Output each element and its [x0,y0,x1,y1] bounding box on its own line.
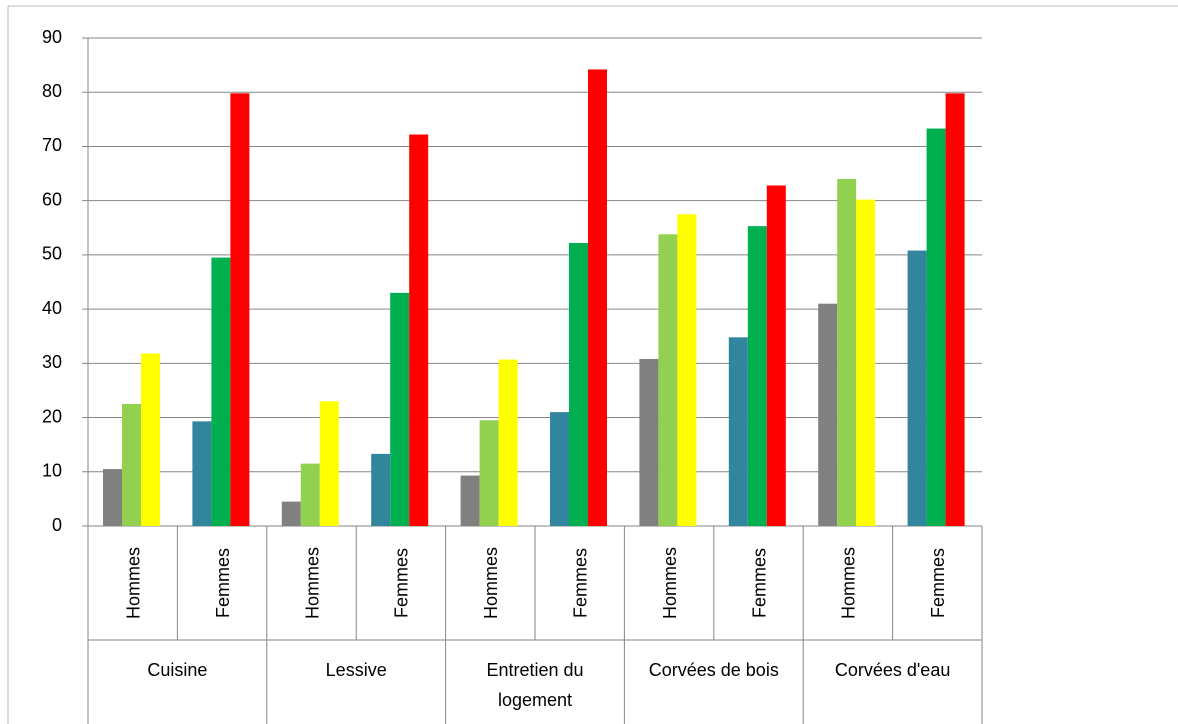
bar [945,93,965,526]
bar [122,404,141,526]
group-label: Corvées d'eau [834,660,951,680]
x-tick-label: Femmes [392,548,412,618]
bar [460,475,480,526]
x-tick-label: Hommes [123,547,143,619]
bar [319,401,339,526]
bar [658,234,678,527]
bar [856,199,876,527]
bar [747,226,767,526]
x-tick-label: Hommes [660,547,680,619]
bar [639,358,659,526]
group-label: Cuisine [147,660,208,680]
group-label: Lessive [325,660,387,680]
bar [390,292,410,526]
y-tick-label: 30 [42,352,62,372]
bar [230,93,250,526]
bar [409,134,429,526]
y-tick-label: 50 [42,244,62,264]
bar [766,185,786,527]
bar [141,353,160,526]
bar [103,469,122,526]
y-tick-label: 10 [42,461,62,481]
bar [550,412,569,526]
x-tick-label: Femmes [570,548,590,618]
x-tick-label: Hommes [839,547,859,619]
bar [569,242,588,526]
x-tick-label: Hommes [481,547,501,619]
bar [211,257,231,526]
bar [677,214,697,526]
bar [837,178,857,526]
y-tick-label: 20 [42,406,62,426]
x-tick-label: Hommes [302,547,322,619]
y-tick-label: 40 [42,298,62,318]
bar [907,250,927,526]
y-tick-label: 90 [42,27,62,47]
x-tick-label: Femmes [749,548,769,618]
x-tick-label: Femmes [213,548,233,618]
bar [588,69,607,527]
bar [498,359,518,526]
bar [300,463,320,526]
y-tick-label: 60 [42,189,62,209]
bar [371,453,391,526]
bar [926,128,946,526]
bar [728,337,748,526]
group-label: Entretien du logement [486,660,584,710]
y-tick-label: 0 [52,515,62,535]
y-tick-label: 80 [42,81,62,101]
bar [281,501,301,526]
bar [479,420,499,526]
bar [818,303,838,526]
x-tick-label: Femmes [928,548,948,618]
y-tick-label: 70 [42,135,62,155]
group-label: Corvées de bois [648,660,779,680]
bar [192,421,212,526]
